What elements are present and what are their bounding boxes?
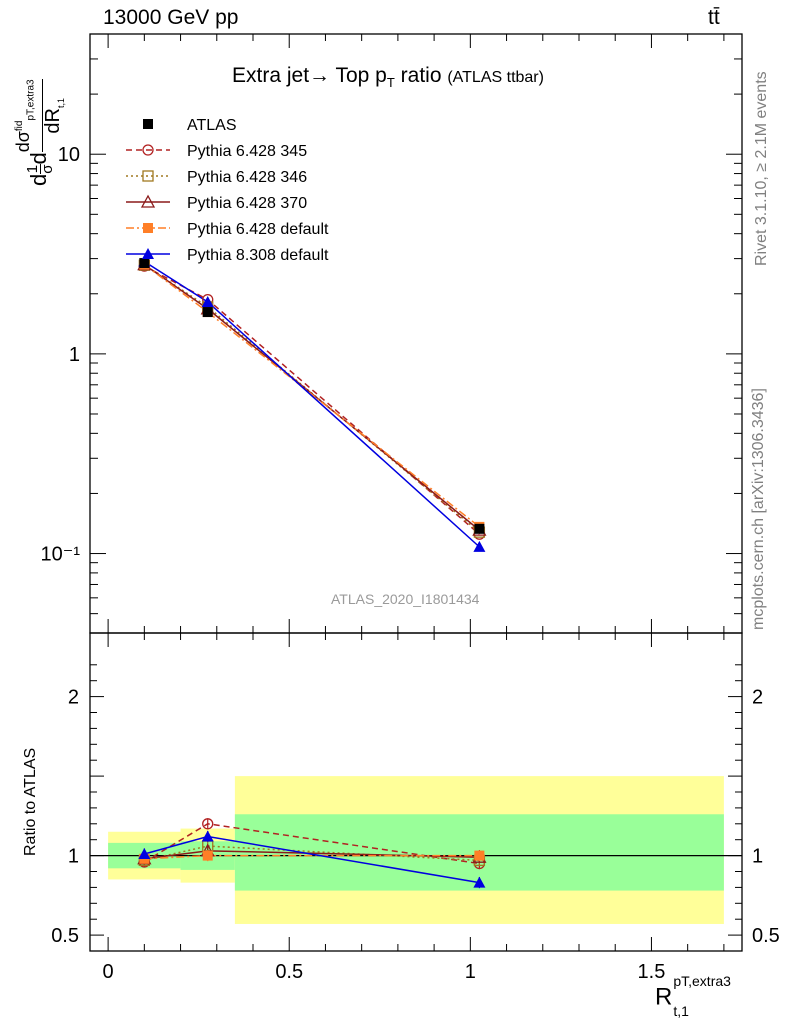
ylabel-num-sub: pT,extra3 bbox=[25, 79, 37, 121]
legend-marker bbox=[142, 170, 154, 182]
ratio-y-tick-label: 2 bbox=[68, 687, 79, 709]
ratio-series-point bbox=[202, 818, 214, 830]
legend-marker bbox=[143, 119, 153, 129]
ratio-y-tick-label-right: 0.5 bbox=[752, 925, 780, 947]
xlabel-sub: t,1 bbox=[673, 1003, 689, 1019]
ratio-series-point bbox=[473, 876, 486, 888]
atlas-data-point bbox=[202, 307, 213, 318]
ylabel-frac-den: σ bbox=[38, 164, 56, 174]
ratio-y-tick-label: 0.5 bbox=[51, 925, 79, 947]
ratio-y-tick-label: 1 bbox=[68, 846, 79, 868]
legend-label: Pythia 6.428 370 bbox=[187, 195, 307, 212]
title-small: (ATLAS ttbar) bbox=[447, 69, 544, 86]
chart-title: Extra jet→ Top pT ratio (ATLAS ttbar) bbox=[232, 64, 544, 90]
main-series-line bbox=[143, 265, 480, 535]
ylabel-num-wrap: dσfidpT,extra3 bbox=[10, 79, 43, 153]
main-series-point bbox=[201, 295, 214, 307]
main-y-tick-label: 10⁻¹ bbox=[41, 544, 81, 566]
ratio-series-point bbox=[201, 830, 214, 842]
x-tick-label: 1 bbox=[465, 961, 476, 983]
title-rest: ratio bbox=[394, 64, 442, 87]
xlabel-sup: pT,extra3 bbox=[673, 973, 731, 989]
rivet-label: Rivet 3.1.10, ≥ 2.1M events bbox=[753, 71, 770, 266]
ylabel-num-sup: fid bbox=[14, 120, 25, 132]
main-series-line bbox=[143, 264, 480, 533]
ylabel-den-wrap: dRt,1 bbox=[41, 79, 71, 152]
ratio-y-axis-label: Ratio to ATLAS bbox=[22, 747, 39, 856]
title-sub: T bbox=[386, 75, 395, 91]
legend-label: Pythia 6.428 345 bbox=[187, 143, 307, 160]
ratio-y-tick-label-right: 1 bbox=[752, 846, 763, 868]
legend-label: Pythia 8.308 default bbox=[187, 247, 329, 264]
x-tick-label: 1.5 bbox=[638, 961, 666, 983]
ratio-series-point bbox=[138, 848, 151, 860]
ratio-series-point bbox=[202, 850, 213, 861]
ylabel-den: dR bbox=[41, 108, 64, 134]
ylabel-num: dσ bbox=[13, 131, 33, 153]
legend-marker bbox=[143, 223, 153, 233]
x-tick-label: 0 bbox=[103, 961, 114, 983]
legend-marker bbox=[140, 194, 156, 208]
legend-marker bbox=[142, 144, 154, 156]
mcplots-label: mcplots.cern.ch [arXiv:1306.3436] bbox=[750, 388, 767, 630]
atlas-data-point bbox=[474, 523, 485, 534]
ylabel-deriv: dσfidpT,extra3 dRt,1 bbox=[10, 79, 71, 153]
x-tick-label: 0.5 bbox=[275, 961, 303, 983]
analysis-watermark: ATLAS_2020_I1801434 bbox=[331, 591, 480, 607]
main-series-line bbox=[143, 263, 480, 528]
ylabel-d2: d bbox=[26, 152, 52, 165]
energy-label: 13000 GeV pp bbox=[103, 6, 239, 29]
legend-label: Pythia 6.428 346 bbox=[187, 169, 307, 186]
ylabel-den-sub: t,1 bbox=[55, 98, 66, 109]
ratio-series-point bbox=[474, 850, 485, 861]
main-y-tick-label: 1 bbox=[69, 344, 80, 366]
main-y-tick-label: 10 bbox=[58, 144, 80, 166]
process-label: tt̄ bbox=[708, 6, 720, 29]
ylabel-d: d bbox=[26, 173, 52, 186]
title-main: Extra jet→ Top p bbox=[232, 64, 387, 87]
ratio-y-tick-label-right: 2 bbox=[752, 687, 763, 709]
main-series-point bbox=[473, 540, 486, 552]
legend-label: ATLAS bbox=[187, 117, 237, 134]
main-y-axis-label: d 1 σ d dσfidpT,extra3 dRt,1 bbox=[10, 79, 71, 186]
xlabel-main: R bbox=[655, 983, 673, 1011]
xlabel-scripts: pT,extra3 t,1 bbox=[673, 973, 731, 1019]
legend-marker bbox=[142, 248, 154, 259]
ratio-series-line bbox=[144, 854, 480, 860]
atlas-data-point bbox=[139, 258, 150, 269]
legend-label: Pythia 6.428 default bbox=[187, 221, 329, 238]
main-series-line bbox=[143, 260, 480, 548]
